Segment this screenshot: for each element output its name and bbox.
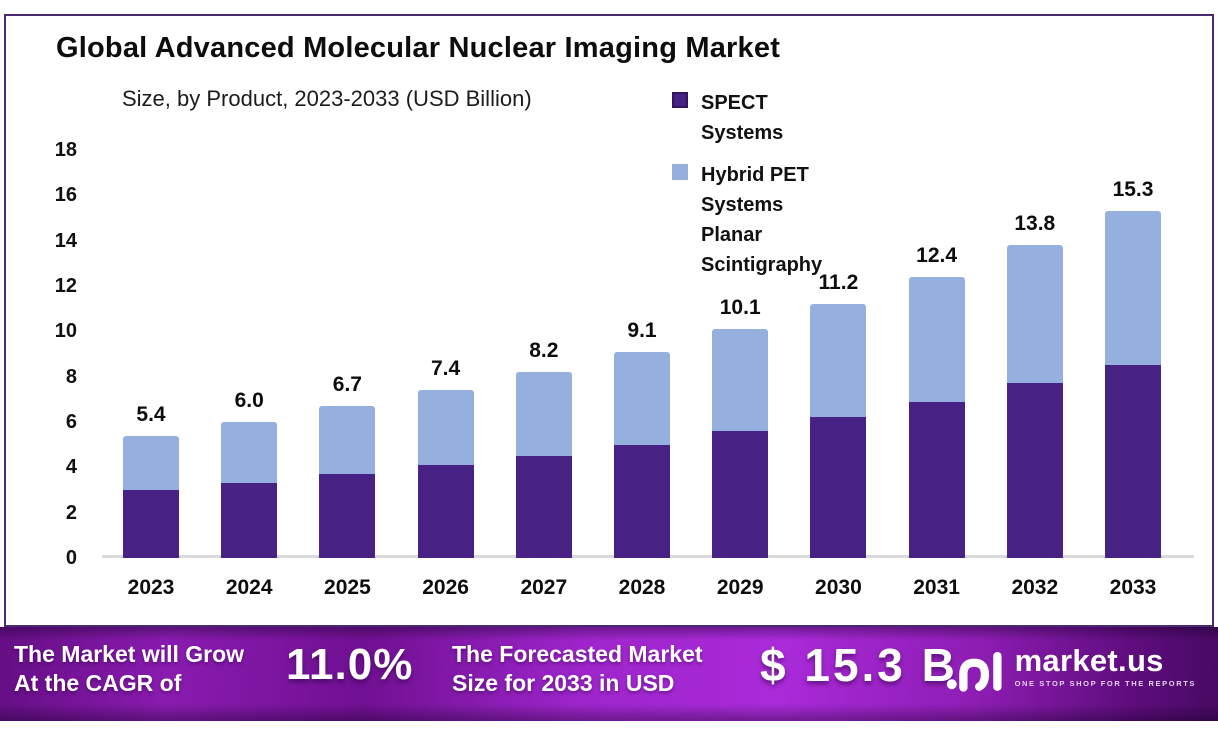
bar-segment-hybrid [614,351,670,445]
marketus-logo: market.us ONE STOP SHOP FOR THE REPORTS [946,645,1196,694]
legend-item-hybrid: Hybrid PET Systems Planar Scintigraphy [672,160,822,280]
bar-segment-spect [614,444,670,558]
bar-segment-spect [810,417,867,558]
bar-group [417,390,474,558]
bar-segment-hybrid [908,276,965,402]
bar-group [123,435,179,558]
bar-segment-hybrid [221,422,278,484]
y-tick-label: 4 [65,456,77,479]
bar-segment-spect [1006,383,1063,558]
y-tick-label: 10 [54,320,77,343]
bar-segment-hybrid [319,406,376,475]
bar-total-label: 6.0 [234,389,264,412]
bar-segment-hybrid [1105,211,1161,366]
bar-group [221,422,278,558]
forecast-value: $ 15.3 B [760,639,958,691]
x-tick-label: 2028 [618,576,666,599]
spect-swatch-icon [672,92,688,108]
x-tick-label: 2032 [1011,576,1059,599]
x-tick-label: 2031 [913,576,960,599]
forecast-label-line1: The Forecasted Market [452,641,703,667]
bar-total-label: 9.1 [627,318,657,342]
bar-group [515,372,572,558]
plot-area: 5.4 2023 6.0 2024 6.7 2025 7.4 2026 8.2 2027 9.1 20… [102,150,1206,599]
bar-total-label: 13.8 [1014,212,1056,236]
bar-segment-spect [712,431,769,558]
page-title: Global Advanced Molecular Nuclear Imagin… [56,32,781,64]
forecast-label: The Forecasted Market Size for 2033 in U… [452,640,703,698]
cagr-label: The Market will Grow At the CAGR of [14,640,244,698]
forecast-label-line2: Size for 2033 in USD [452,670,675,696]
bar-segment-spect [123,490,179,558]
y-tick-label: 0 [65,547,77,569]
cagr-label-line2: At the CAGR of [14,670,182,696]
bar-group [712,329,769,558]
bar-segment-hybrid [515,372,572,456]
y-tick-label: 16 [54,184,77,207]
x-tick-label: 2025 [324,576,371,599]
bar-group [1006,245,1063,558]
y-tick-label: 2 [65,501,77,524]
bar-total-label: 15.3 [1112,178,1154,202]
cagr-label-line1: The Market will Grow [14,641,245,667]
brand-tagline: ONE STOP SHOP FOR THE REPORTS [1014,679,1196,688]
legend-label: SPECT Systems [701,92,784,144]
y-tick-label: 8 [65,365,77,388]
legend-label: Hybrid PET Systems Planar Scintigraphy [701,164,823,276]
bar-segment-spect [515,456,572,558]
bar-segment-hybrid [1006,245,1063,384]
x-tick-label: 2030 [815,576,862,599]
bar-segment-spect [221,483,278,558]
bar-total-label: 12.4 [916,243,958,267]
bar-group [810,304,867,558]
bar-segment-hybrid [123,435,179,490]
brand-name: market.us [1014,643,1164,678]
y-tick-label: 18 [54,139,77,161]
bar-total-label: 7.4 [430,357,461,381]
bar-group [319,406,376,558]
bar-group [908,276,965,558]
x-tick-label: 2026 [422,576,469,599]
x-tick-label: 2024 [225,576,273,599]
y-tick-label: 12 [54,275,77,297]
bar-segment-spect [319,474,376,558]
y-tick-label: 6 [65,411,77,433]
y-axis: 0 2 4 6 8 10 12 14 16 18 [6,139,77,569]
hybrid-swatch-icon [672,164,688,180]
x-tick-label: 2023 [127,576,175,599]
bar-segment-hybrid [712,329,769,432]
bar-total-label: 6.7 [332,373,362,397]
y-tick-label: 14 [54,229,77,252]
x-tick-label: 2027 [520,576,568,599]
chart-panel: Global Advanced Molecular Nuclear Imagin… [4,14,1214,627]
banner: The Market will Grow At the CAGR of 11.0… [0,627,1218,721]
bar-segment-hybrid [417,390,474,466]
bar-group [614,351,670,558]
page-subtitle: Size, by Product, 2023-2033 (USD Billion… [122,86,532,111]
brand-text-block: market.us ONE STOP SHOP FOR THE REPORTS [1015,645,1196,688]
bar-segment-hybrid [810,304,867,418]
x-tick-label: 2029 [716,576,764,599]
bar-total-label: 8.2 [529,339,559,363]
bar-total-label: 11.2 [818,271,859,295]
marketus-logo-icon [946,651,1002,692]
x-tick-label: 2033 [1109,576,1157,599]
bar-total-label: 10.1 [719,296,761,320]
bar-segment-spect [417,465,474,558]
bar-segment-spect [1105,365,1161,558]
cagr-value: 11.0% [286,640,414,689]
bar-group [1105,211,1161,558]
bar-segment-spect [908,401,965,558]
legend-item-spect: SPECT Systems [672,88,783,148]
bar-total-label: 5.4 [136,402,166,426]
